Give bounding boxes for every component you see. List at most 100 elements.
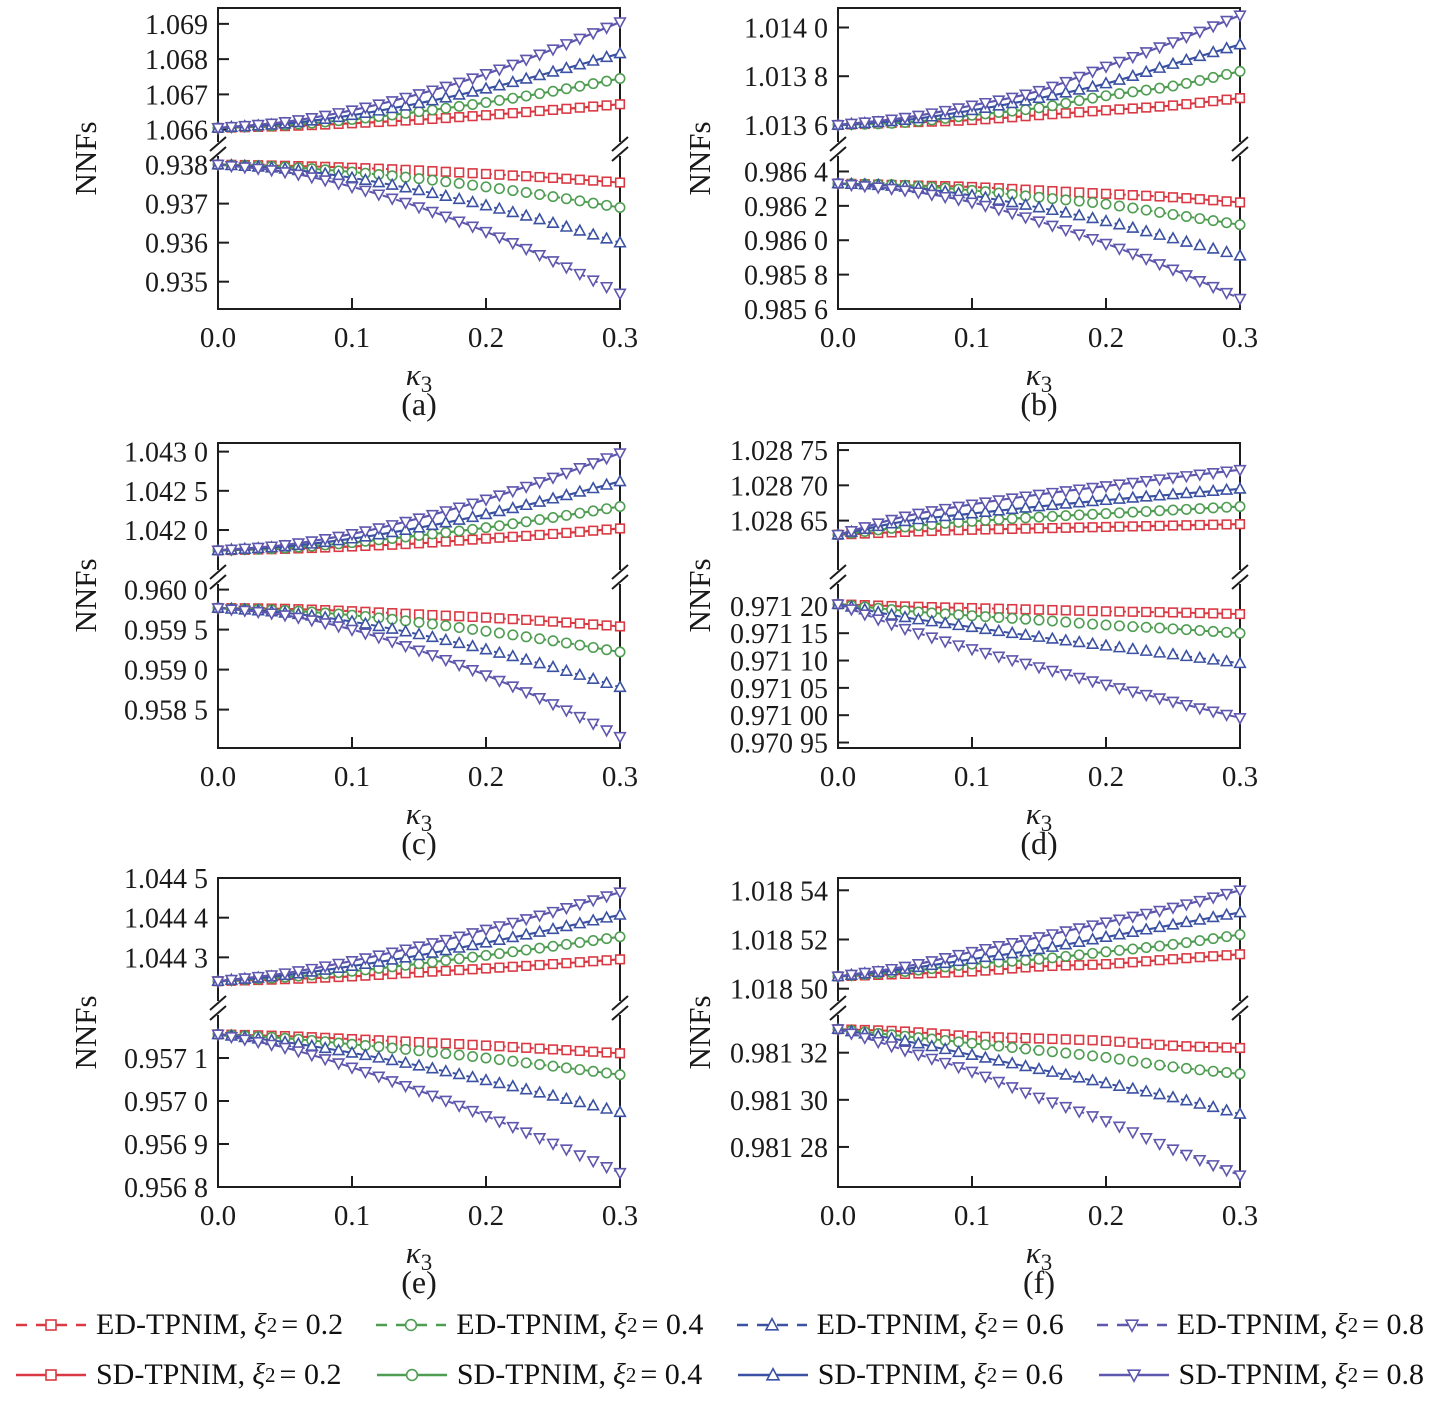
marker-circle-SD-0.4 xyxy=(993,513,1005,525)
marker-triangle-up-SD-0.6 xyxy=(1179,915,1194,928)
marker-triangle-down-ED-0.8 xyxy=(1193,276,1207,289)
marker-triangle-up-ED-0.6 xyxy=(465,195,480,208)
marker-square-ED-0.2 xyxy=(1007,1032,1018,1043)
marker-triangle-down-SD-0.8 xyxy=(1059,926,1073,939)
marker-triangle-down-SD-0.8 xyxy=(911,508,926,521)
marker-circle-SD-0.4 xyxy=(1046,952,1058,964)
marker-triangle-down-SD-0.8 xyxy=(452,502,466,515)
marker-triangle-down-ED-0.8 xyxy=(898,185,912,198)
marker-square-ED-0.2 xyxy=(1208,1042,1219,1053)
marker-square-ED-0.2 xyxy=(507,614,518,625)
marker-triangle-down-SD-0.8 xyxy=(559,39,574,52)
y-tick-label: 1.028 65 xyxy=(730,507,828,538)
marker-triangle-up-SD-0.6 xyxy=(1139,64,1153,77)
marker-triangle-down-ED-0.8 xyxy=(1193,1154,1207,1168)
legend-sample-dashed-triangle-down-icon xyxy=(1096,1319,1167,1333)
marker-triangle-down-SD-0.8 xyxy=(1179,899,1194,912)
marker-triangle-down-ED-0.8 xyxy=(1233,713,1247,726)
marker-circle-ED-0.4 xyxy=(1140,204,1152,216)
marker-square-ED-0.2 xyxy=(494,613,505,624)
marker-triangle-down-SD-0.8 xyxy=(573,33,587,46)
marker-triangle-down-SD-0.8 xyxy=(1152,905,1167,918)
marker-circle-SD-0.4 xyxy=(1154,940,1166,952)
marker-triangle-up-ED-0.6 xyxy=(599,675,614,689)
marker-circle-ED-0.4 xyxy=(1113,200,1125,212)
marker-square-ED-0.2 xyxy=(521,1042,532,1053)
marker-circle-SD-0.4 xyxy=(507,518,519,530)
marker-triangle-down-SD-0.8 xyxy=(465,498,480,511)
marker-triangle-up-ED-0.6 xyxy=(412,627,426,640)
marker-triangle-down-SD-0.8 xyxy=(506,917,520,930)
marker-triangle-down-ED-0.8 xyxy=(398,640,413,654)
marker-triangle-down-SD-0.8 xyxy=(978,497,993,510)
marker-triangle-down-ED-0.8 xyxy=(465,665,480,678)
marker-triangle-up-ED-0.6 xyxy=(1112,640,1127,653)
marker-triangle-up-SD-0.6 xyxy=(1072,82,1086,95)
marker-square-ED-0.2 xyxy=(427,609,438,621)
y-tick-label: 1.013 8 xyxy=(744,62,828,93)
marker-triangle-down-SD-0.8 xyxy=(318,110,332,123)
marker-triangle-up-SD-0.6 xyxy=(1179,52,1194,66)
marker-triangle-down-ED-0.8 xyxy=(871,1036,885,1050)
marker-triangle-up-ED-0.6 xyxy=(1179,649,1194,662)
marker-triangle-down-ED-0.8 xyxy=(1206,706,1220,719)
marker-circle-SD-0.4 xyxy=(1234,500,1246,512)
marker-triangle-down-ED-0.8 xyxy=(951,194,966,207)
marker-circle-ED-0.4 xyxy=(574,639,586,651)
marker-circle-ED-0.4 xyxy=(1180,1062,1192,1074)
marker-triangle-up-SD-0.6 xyxy=(439,515,453,528)
legend-param-value: = 0.8 xyxy=(1362,1308,1424,1341)
marker-circle-SD-0.4 xyxy=(413,958,425,970)
marker-triangle-up-SD-0.6 xyxy=(1179,486,1194,499)
marker-triangle-up-SD-0.6 xyxy=(1206,483,1220,497)
marker-square-SD-0.2 xyxy=(574,102,585,113)
marker-circle-SD-0.4 xyxy=(1207,71,1219,83)
marker-triangle-down-ED-0.8 xyxy=(1233,1170,1247,1183)
marker-triangle-up-ED-0.6 xyxy=(385,177,399,190)
marker-circle-ED-0.4 xyxy=(426,1046,438,1058)
marker-circle-ED-0.4 xyxy=(426,618,438,630)
y-tick-label: 0.959 0 xyxy=(124,656,208,687)
marker-triangle-down-SD-0.8 xyxy=(884,514,899,527)
marker-circle-ED-0.4 xyxy=(1167,1061,1179,1073)
marker-circle-ED-0.4 xyxy=(453,622,465,634)
marker-triangle-up-SD-0.6 xyxy=(532,494,547,507)
marker-triangle-up-SD-0.6 xyxy=(1233,481,1247,494)
marker-triangle-up-ED-0.6 xyxy=(951,1044,966,1058)
marker-circle-SD-0.4 xyxy=(1154,82,1166,94)
x-tick-label: 0.0 xyxy=(820,322,856,354)
marker-triangle-down-SD-0.8 xyxy=(898,961,912,974)
marker-triangle-down-SD-0.8 xyxy=(978,943,993,957)
marker-triangle-down-SD-0.8 xyxy=(898,112,912,125)
marker-square-SD-0.2 xyxy=(1127,957,1138,968)
marker-triangle-down-SD-0.8 xyxy=(465,928,480,941)
marker-triangle-down-ED-0.8 xyxy=(992,651,1006,664)
legend-marker-circle-icon xyxy=(405,1368,419,1382)
marker-square-SD-0.2 xyxy=(588,525,599,536)
y-axis-label: NNFs xyxy=(68,121,103,195)
marker-triangle-down-SD-0.8 xyxy=(992,940,1006,954)
marker-square-ED-0.2 xyxy=(534,171,545,183)
marker-triangle-down-ED-0.8 xyxy=(305,172,319,185)
marker-circle-SD-0.4 xyxy=(493,94,505,106)
marker-square-SD-0.2 xyxy=(1167,520,1179,531)
marker-circle-SD-0.4 xyxy=(1127,943,1139,955)
marker-square-SD-0.2 xyxy=(601,524,612,535)
marker-triangle-down-ED-0.8 xyxy=(1085,1111,1100,1124)
marker-triangle-down-ED-0.8 xyxy=(951,1062,966,1075)
marker-triangle-down-SD-0.8 xyxy=(251,119,265,132)
marker-triangle-up-ED-0.6 xyxy=(884,607,899,620)
marker-circle-ED-0.4 xyxy=(440,1048,452,1060)
marker-triangle-up-SD-0.6 xyxy=(573,484,587,497)
marker-circle-ED-0.4 xyxy=(587,641,599,653)
subplot-f: 1.018 50 1.018 52 1.018 54 0.981 28 0.981 30… xyxy=(682,876,1258,1300)
marker-circle-SD-0.4 xyxy=(1073,95,1085,107)
marker-square-ED-0.2 xyxy=(574,618,585,629)
marker-triangle-down-ED-0.8 xyxy=(479,670,493,683)
marker-triangle-up-SD-0.6 xyxy=(546,491,560,504)
marker-triangle-down-SD-0.8 xyxy=(211,545,225,558)
marker-square-SD-0.2 xyxy=(614,523,626,534)
marker-square-SD-0.2 xyxy=(1060,108,1071,119)
marker-triangle-up-ED-0.6 xyxy=(385,621,399,634)
marker-circle-ED-0.4 xyxy=(1127,621,1139,633)
